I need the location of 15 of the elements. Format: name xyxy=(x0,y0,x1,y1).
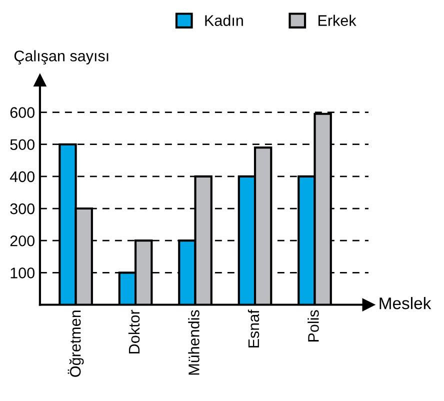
y-tick-label: 200 xyxy=(10,235,35,246)
y-tick-label: 600 xyxy=(10,107,35,118)
y-tick-label: 100 xyxy=(10,268,35,278)
x-tick-label: Öğretmen xyxy=(68,310,84,377)
x-tick-label: Doktor xyxy=(128,310,140,354)
x-axis-title: Meslek xyxy=(380,296,432,310)
y-tick-label: 500 xyxy=(10,139,35,150)
x-tick-label: Polis xyxy=(308,310,319,342)
legend-label: Kadın xyxy=(205,14,243,26)
y-tick-label: 300 xyxy=(10,203,35,214)
y-tick-label: 400 xyxy=(10,171,35,182)
x-tick-label: Mühendis xyxy=(188,310,200,375)
y-axis-title: Çalışan sayısı xyxy=(14,50,108,64)
legend-label: Erkek xyxy=(318,14,356,26)
x-tick-label: Esnaf xyxy=(248,310,260,348)
